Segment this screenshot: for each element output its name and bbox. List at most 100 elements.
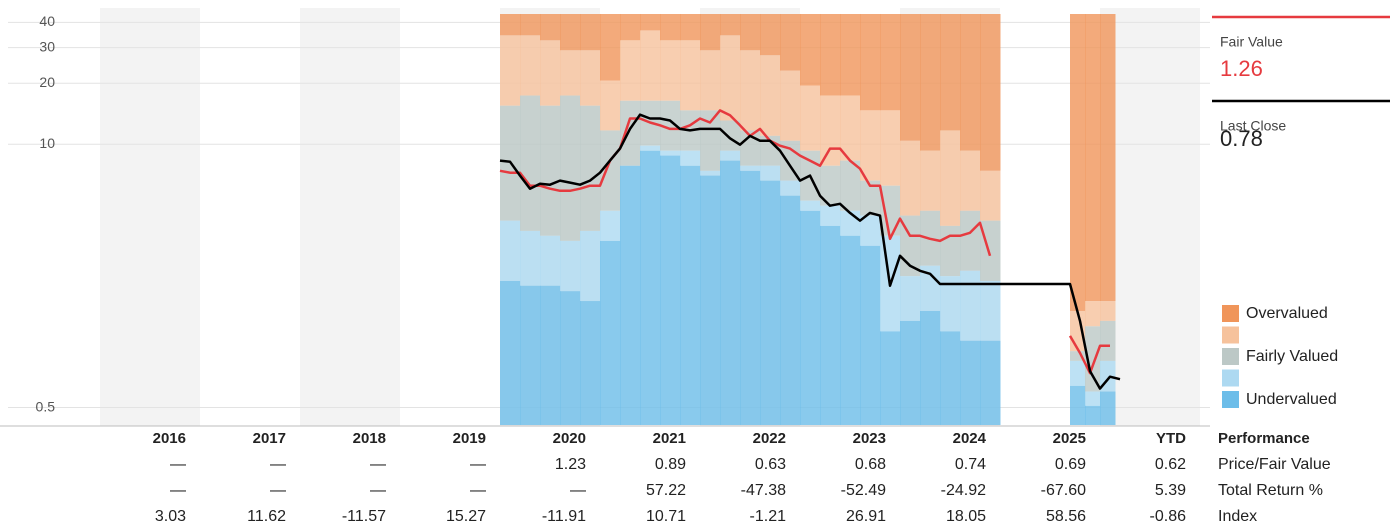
- legend-label: Undervalued: [1246, 391, 1337, 408]
- valuation-band: [980, 14, 1001, 171]
- valuation-band: [960, 340, 981, 425]
- valuation-band: [880, 110, 901, 186]
- column-header: 2020: [553, 430, 586, 447]
- valuation-band: [540, 14, 561, 41]
- valuation-band: [760, 180, 781, 425]
- y-tick-label: 40: [39, 13, 55, 29]
- valuation-band: [940, 130, 961, 226]
- y-tick-label: 0.5: [36, 398, 56, 414]
- valuation-band: [760, 55, 781, 136]
- valuation-band: [1100, 320, 1116, 361]
- valuation-band: [780, 180, 801, 196]
- valuation-band: [1085, 14, 1101, 302]
- valuation-band: [700, 50, 721, 111]
- column-shade: [100, 8, 200, 426]
- valuation-band: [580, 301, 601, 425]
- valuation-band: [960, 270, 981, 341]
- valuation-band: [640, 30, 661, 101]
- valuation-band: [1100, 14, 1116, 302]
- valuation-band: [720, 160, 741, 426]
- valuation-band: [840, 235, 861, 425]
- valuation-band: [700, 170, 721, 176]
- valuation-band: [500, 220, 521, 281]
- column-header: 2017: [253, 430, 286, 447]
- table-cell: 5.39: [1155, 482, 1186, 499]
- valuation-band: [1070, 14, 1086, 311]
- valuation-band: [540, 235, 561, 286]
- valuation-band: [600, 80, 621, 131]
- valuation-band: [580, 14, 601, 51]
- plot-area: 0.5 10 20 30 40: [8, 13, 1210, 426]
- valuation-band: [560, 14, 581, 51]
- valuation-band: [720, 14, 741, 36]
- valuation-band: [680, 165, 701, 425]
- column-header: 2025: [1053, 430, 1086, 447]
- table-cell: 0.69: [1055, 456, 1086, 473]
- valuation-band: [800, 14, 821, 86]
- valuation-band: [1100, 391, 1116, 425]
- valuation-band: [960, 14, 981, 151]
- valuation-band: [560, 50, 581, 96]
- valuation-band: [560, 291, 581, 425]
- table-cell: —: [470, 456, 486, 473]
- valuation-band: [660, 40, 681, 101]
- row-label: Price/Fair Value: [1218, 456, 1331, 473]
- valuation-band: [1085, 391, 1101, 406]
- valuation-band: [820, 205, 841, 226]
- table-cell: —: [570, 482, 586, 499]
- y-tick-label: 30: [39, 38, 55, 54]
- valuation-band: [520, 230, 541, 286]
- table-cell: 0.74: [955, 456, 986, 473]
- valuation-band: [1085, 405, 1101, 425]
- table-cell: 0.63: [755, 456, 786, 473]
- row-label: Index: [1218, 508, 1257, 525]
- valuation-band: [520, 95, 541, 231]
- valuation-band: [1085, 301, 1101, 327]
- table-cell: —: [270, 482, 286, 499]
- valuation-band: [980, 280, 1001, 341]
- performance-table: 2016 2017 2018 2019 2020 2021 2022 2023 2024 2025…: [153, 430, 1331, 525]
- valuation-band: [560, 240, 581, 292]
- valuation-band: [820, 225, 841, 425]
- valuation-band: [500, 35, 521, 106]
- key-label: Fair Value: [1220, 34, 1283, 50]
- table-cell: 10.71: [646, 508, 686, 525]
- valuation-band: [620, 40, 641, 101]
- column-header: 2024: [953, 430, 987, 447]
- valuation-band: [540, 105, 561, 236]
- table-cell: 0.62: [1155, 456, 1186, 473]
- table-cell: 58.56: [1046, 508, 1086, 525]
- valuation-band: [780, 14, 801, 71]
- valuation-band: [940, 331, 961, 425]
- valuation-band: [580, 230, 601, 302]
- valuation-band: [920, 310, 941, 425]
- valuation-band: [640, 150, 661, 425]
- valuation-band: [760, 14, 781, 56]
- key-value: 0.78: [1220, 126, 1263, 151]
- valuation-band: [840, 14, 861, 96]
- table-cell: -11.91: [542, 508, 586, 525]
- valuation-band: [940, 276, 961, 332]
- column-header: 2016: [153, 430, 186, 447]
- table-cell: 0.68: [855, 456, 886, 473]
- valuation-band: [880, 331, 901, 425]
- legend-swatch: [1222, 369, 1239, 387]
- valuation-band: [520, 35, 541, 96]
- table-cell: —: [170, 456, 186, 473]
- valuation-band: [720, 120, 741, 151]
- table-cell: —: [370, 482, 386, 499]
- table-cell: -52.49: [841, 482, 886, 499]
- valuation-band: [640, 14, 661, 31]
- valuation-band: [940, 14, 961, 131]
- table-cell: —: [170, 482, 186, 499]
- table-cell: -47.38: [741, 482, 786, 499]
- valuation-band: [860, 110, 881, 181]
- valuation-band: [620, 100, 641, 166]
- valuation-band: [1100, 301, 1116, 321]
- valuation-band: [540, 285, 561, 425]
- table-cell: -11.57: [342, 508, 386, 525]
- valuation-band: [980, 340, 1001, 425]
- column-header: 2021: [653, 430, 686, 447]
